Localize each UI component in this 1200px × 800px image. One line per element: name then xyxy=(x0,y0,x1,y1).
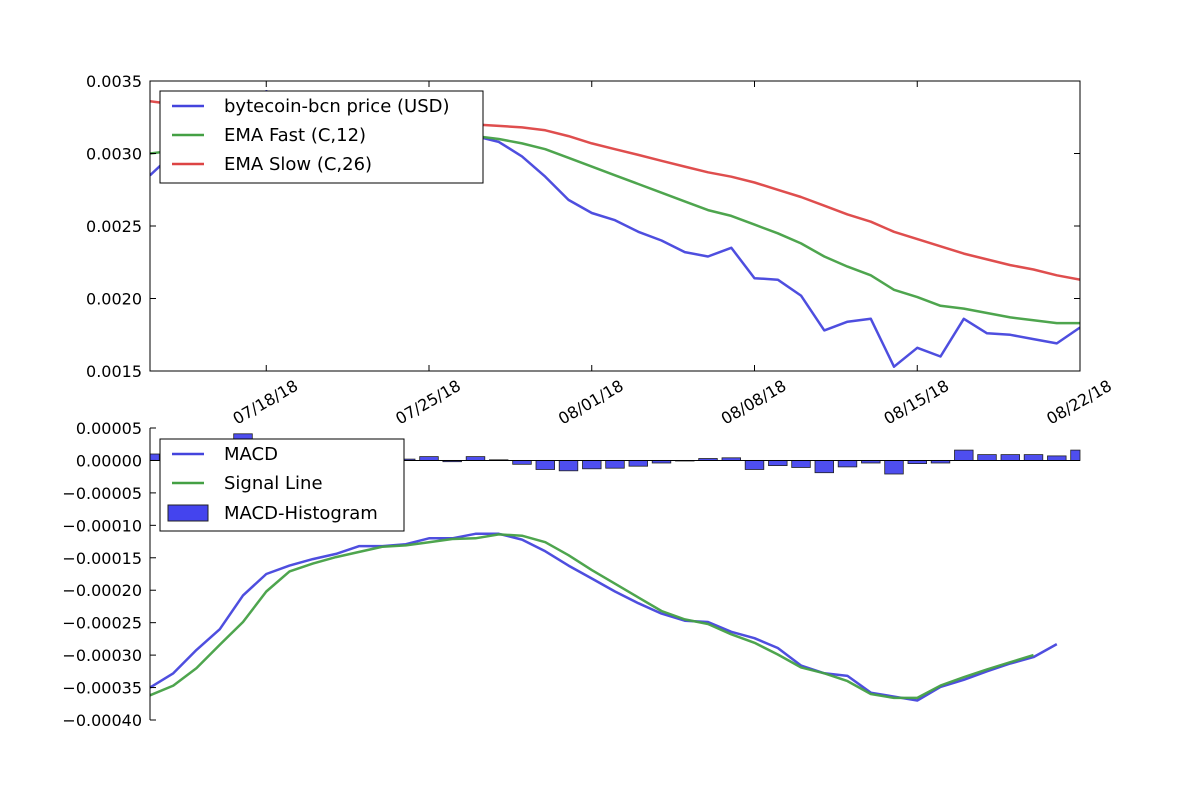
histogram-bar xyxy=(1023,454,1044,461)
macd-ytick-label: −0.00005 xyxy=(62,484,142,503)
histogram-bar xyxy=(1047,455,1067,461)
histogram-bar xyxy=(535,459,556,470)
legend-label-ema-fast: EMA Fast (C,12) xyxy=(224,125,366,146)
histogram-bar xyxy=(149,453,160,461)
macd-ytick-label: −0.00035 xyxy=(62,679,142,698)
price-xtick-label: 07/25/18 xyxy=(392,376,464,428)
price-ytick-label: 0.0030 xyxy=(86,145,142,164)
histogram-bar xyxy=(744,459,765,470)
histogram-bar xyxy=(884,459,904,475)
legend-label-histogram: MACD-Histogram xyxy=(224,503,378,524)
macd-ytick-label: −0.00020 xyxy=(62,581,142,600)
histogram-bar xyxy=(814,459,835,474)
histogram-bar xyxy=(1000,454,1021,461)
macd-ytick-label: −0.00010 xyxy=(62,516,142,535)
histogram-bar xyxy=(582,459,602,470)
price-ytick-label: 0.0025 xyxy=(86,217,142,236)
price-xtick-label: 07/18/18 xyxy=(230,376,302,428)
histogram-bar xyxy=(605,459,625,469)
macd-legend: MACD Signal Line MACD-Histogram xyxy=(159,438,405,532)
price-xtick-label: 08/15/18 xyxy=(881,376,953,428)
histogram-bar xyxy=(465,456,486,461)
histogram-bar xyxy=(558,459,579,472)
histogram-bar xyxy=(768,459,788,466)
legend-label-signal: Signal Line xyxy=(224,473,323,494)
price-legend-box xyxy=(159,90,484,184)
histogram-bar xyxy=(791,459,811,468)
histogram-bar xyxy=(628,459,649,467)
macd-ytick-label: −0.00025 xyxy=(62,614,142,633)
macd-ytick-label: −0.00015 xyxy=(62,549,142,568)
legend-swatch-histogram xyxy=(167,504,209,522)
histogram-bar xyxy=(977,454,997,461)
macd-ytick-label: −0.00040 xyxy=(62,711,142,730)
legend-label-macd: MACD xyxy=(224,444,278,465)
price-ytick-label: 0.0015 xyxy=(86,362,142,381)
price-legend: bytecoin-bcn price (USD) EMA Fast (C,12)… xyxy=(159,90,484,184)
histogram-bar xyxy=(954,449,974,461)
macd-ytick-label: 0.00000 xyxy=(76,451,142,470)
price-ytick-label: 0.0035 xyxy=(86,72,142,91)
price-xtick-label: 08/08/18 xyxy=(718,376,790,428)
macd-ytick-label: −0.00030 xyxy=(62,646,142,665)
macd-ytick-label: 0.00005 xyxy=(76,419,142,438)
legend-label-price: bytecoin-bcn price (USD) xyxy=(224,96,450,117)
macd-series-line-1 xyxy=(149,533,1034,700)
price-panel: 0.0015 0.0020 0.0025 0.0030 0.0035 07/18/18 0… xyxy=(86,72,1115,428)
macd-series-line-0 xyxy=(149,532,1058,702)
price-xtick-label: 08/22/18 xyxy=(1043,376,1115,428)
histogram-bar xyxy=(837,459,858,468)
price-xtick-label: 08/01/18 xyxy=(555,376,627,428)
macd-panel: −0.00040 −0.00035 −0.00030 −0.00025 −0.00020… xyxy=(62,419,1081,730)
histogram-bar xyxy=(1070,449,1081,461)
legend-label-ema-slow: EMA Slow (C,26) xyxy=(224,154,372,175)
histogram-bar xyxy=(419,456,439,461)
price-ytick-label: 0.0020 xyxy=(86,290,142,309)
